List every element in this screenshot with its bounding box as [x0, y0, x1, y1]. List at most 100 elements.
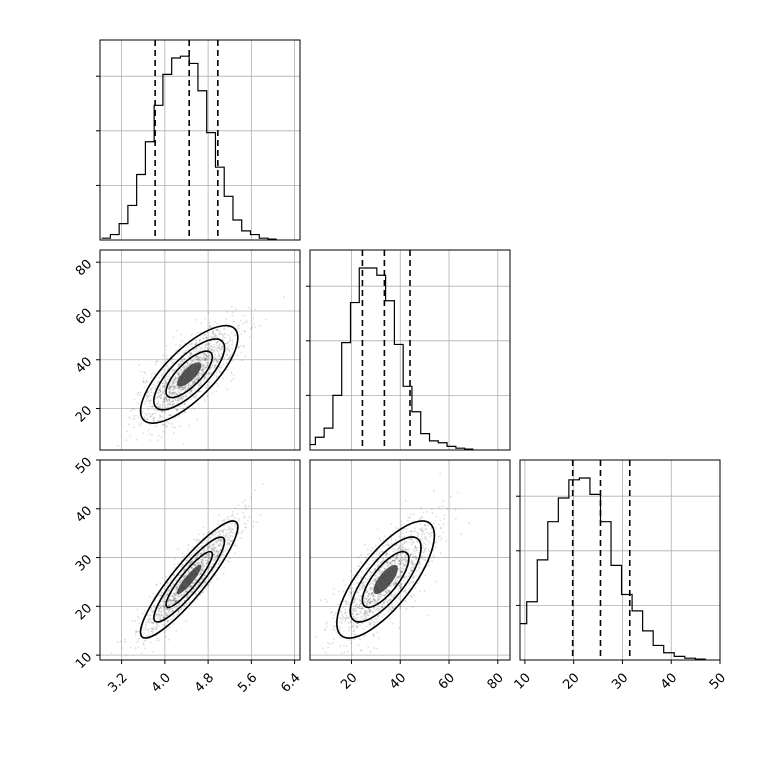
- scatter-point: [370, 592, 373, 595]
- scatter-point: [161, 390, 164, 392]
- scatter-point: [195, 394, 198, 397]
- scatter-point: [435, 515, 438, 518]
- scatter-point: [143, 640, 146, 643]
- scatter-point: [199, 581, 202, 584]
- scatter-point: [144, 400, 147, 403]
- scatter-point: [186, 387, 189, 390]
- scatter-point: [206, 361, 209, 364]
- scatter-point: [384, 590, 387, 593]
- scatter-point: [404, 553, 407, 555]
- scatter-point: [162, 369, 164, 371]
- scatter-point: [151, 627, 153, 630]
- scatter-point: [181, 366, 184, 369]
- scatter-point: [171, 599, 174, 602]
- scatter-point: [174, 597, 177, 600]
- scatter-point: [401, 552, 404, 555]
- scatter-point: [198, 533, 201, 536]
- scatter-point: [168, 603, 171, 606]
- scatter-point: [234, 517, 236, 520]
- scatter-point: [194, 579, 197, 581]
- scatter-point: [442, 531, 445, 534]
- scatter-point: [359, 624, 362, 627]
- scatter-point: [234, 525, 236, 528]
- scatter-point: [178, 602, 181, 605]
- scatter-point: [418, 590, 421, 593]
- scatter-point: [238, 346, 241, 349]
- scatter-point: [175, 600, 177, 603]
- scatter-point: [159, 389, 162, 392]
- scatter-point: [161, 410, 164, 413]
- scatter-point: [179, 581, 182, 583]
- scatter-point: [381, 606, 384, 608]
- scatter-point: [132, 663, 134, 665]
- scatter-point: [424, 558, 427, 561]
- scatter-point: [332, 641, 334, 644]
- scatter-point: [182, 576, 185, 578]
- scatter-point: [226, 388, 228, 391]
- scatter-point: [184, 349, 187, 352]
- scatter-point: [125, 653, 128, 656]
- scatter-point: [400, 559, 403, 562]
- x-tick-label-2: 20: [338, 670, 360, 692]
- scatter-point: [362, 581, 365, 583]
- scatter-point: [379, 570, 381, 573]
- scatter-point: [239, 345, 242, 347]
- scatter-point: [367, 600, 370, 603]
- scatter-point: [428, 533, 431, 536]
- scatter-point: [424, 559, 426, 562]
- scatter-point: [199, 355, 202, 358]
- scatter-point: [344, 600, 347, 602]
- scatter-point: [168, 387, 170, 390]
- scatter-point: [401, 547, 404, 549]
- scatter-point: [392, 583, 395, 586]
- scatter-point: [372, 595, 375, 597]
- scatter-point: [371, 601, 373, 603]
- scatter-point: [201, 357, 204, 360]
- scatter-point: [219, 348, 222, 351]
- scatter-point: [210, 340, 212, 342]
- scatter-point: [215, 555, 218, 557]
- scatter-point: [215, 328, 218, 331]
- scatter-point: [405, 531, 408, 534]
- scatter-point: [169, 386, 171, 389]
- scatter-point: [236, 328, 239, 331]
- scatter-point: [183, 591, 186, 594]
- scatter-point: [173, 379, 176, 382]
- scatter-point: [332, 617, 335, 620]
- scatter-point: [369, 602, 372, 605]
- scatter-point: [203, 359, 206, 362]
- scatter-point: [176, 586, 179, 589]
- scatter-point: [372, 571, 374, 574]
- scatter-point: [409, 567, 411, 570]
- scatter-point: [235, 333, 237, 336]
- scatter-point: [346, 603, 349, 605]
- scatter-point: [184, 575, 186, 578]
- scatter-point: [375, 557, 378, 559]
- scatter-point: [390, 523, 393, 525]
- scatter-point: [379, 598, 381, 600]
- scatter-point: [353, 598, 356, 601]
- scatter-point: [401, 570, 404, 573]
- scatter-point: [158, 604, 161, 607]
- scatter-point: [377, 599, 380, 601]
- scatter-point: [358, 637, 361, 639]
- scatter-point: [393, 559, 396, 562]
- scatter-point: [185, 365, 188, 368]
- scatter-point: [171, 380, 174, 383]
- scatter-point: [208, 373, 211, 376]
- scatter-point: [222, 363, 225, 366]
- scatter-point: [411, 570, 413, 573]
- scatter-point: [454, 518, 457, 520]
- scatter-point: [202, 590, 205, 593]
- scatter-point: [173, 377, 175, 380]
- scatter-point: [388, 589, 390, 592]
- scatter-point: [394, 582, 397, 585]
- scatter-point: [377, 575, 380, 578]
- scatter-point: [168, 391, 171, 394]
- scatter-point: [190, 352, 193, 354]
- scatter-point: [414, 527, 416, 530]
- scatter-point: [147, 390, 150, 393]
- scatter-point: [207, 348, 210, 351]
- scatter-point: [175, 349, 178, 352]
- scatter-point: [167, 388, 170, 391]
